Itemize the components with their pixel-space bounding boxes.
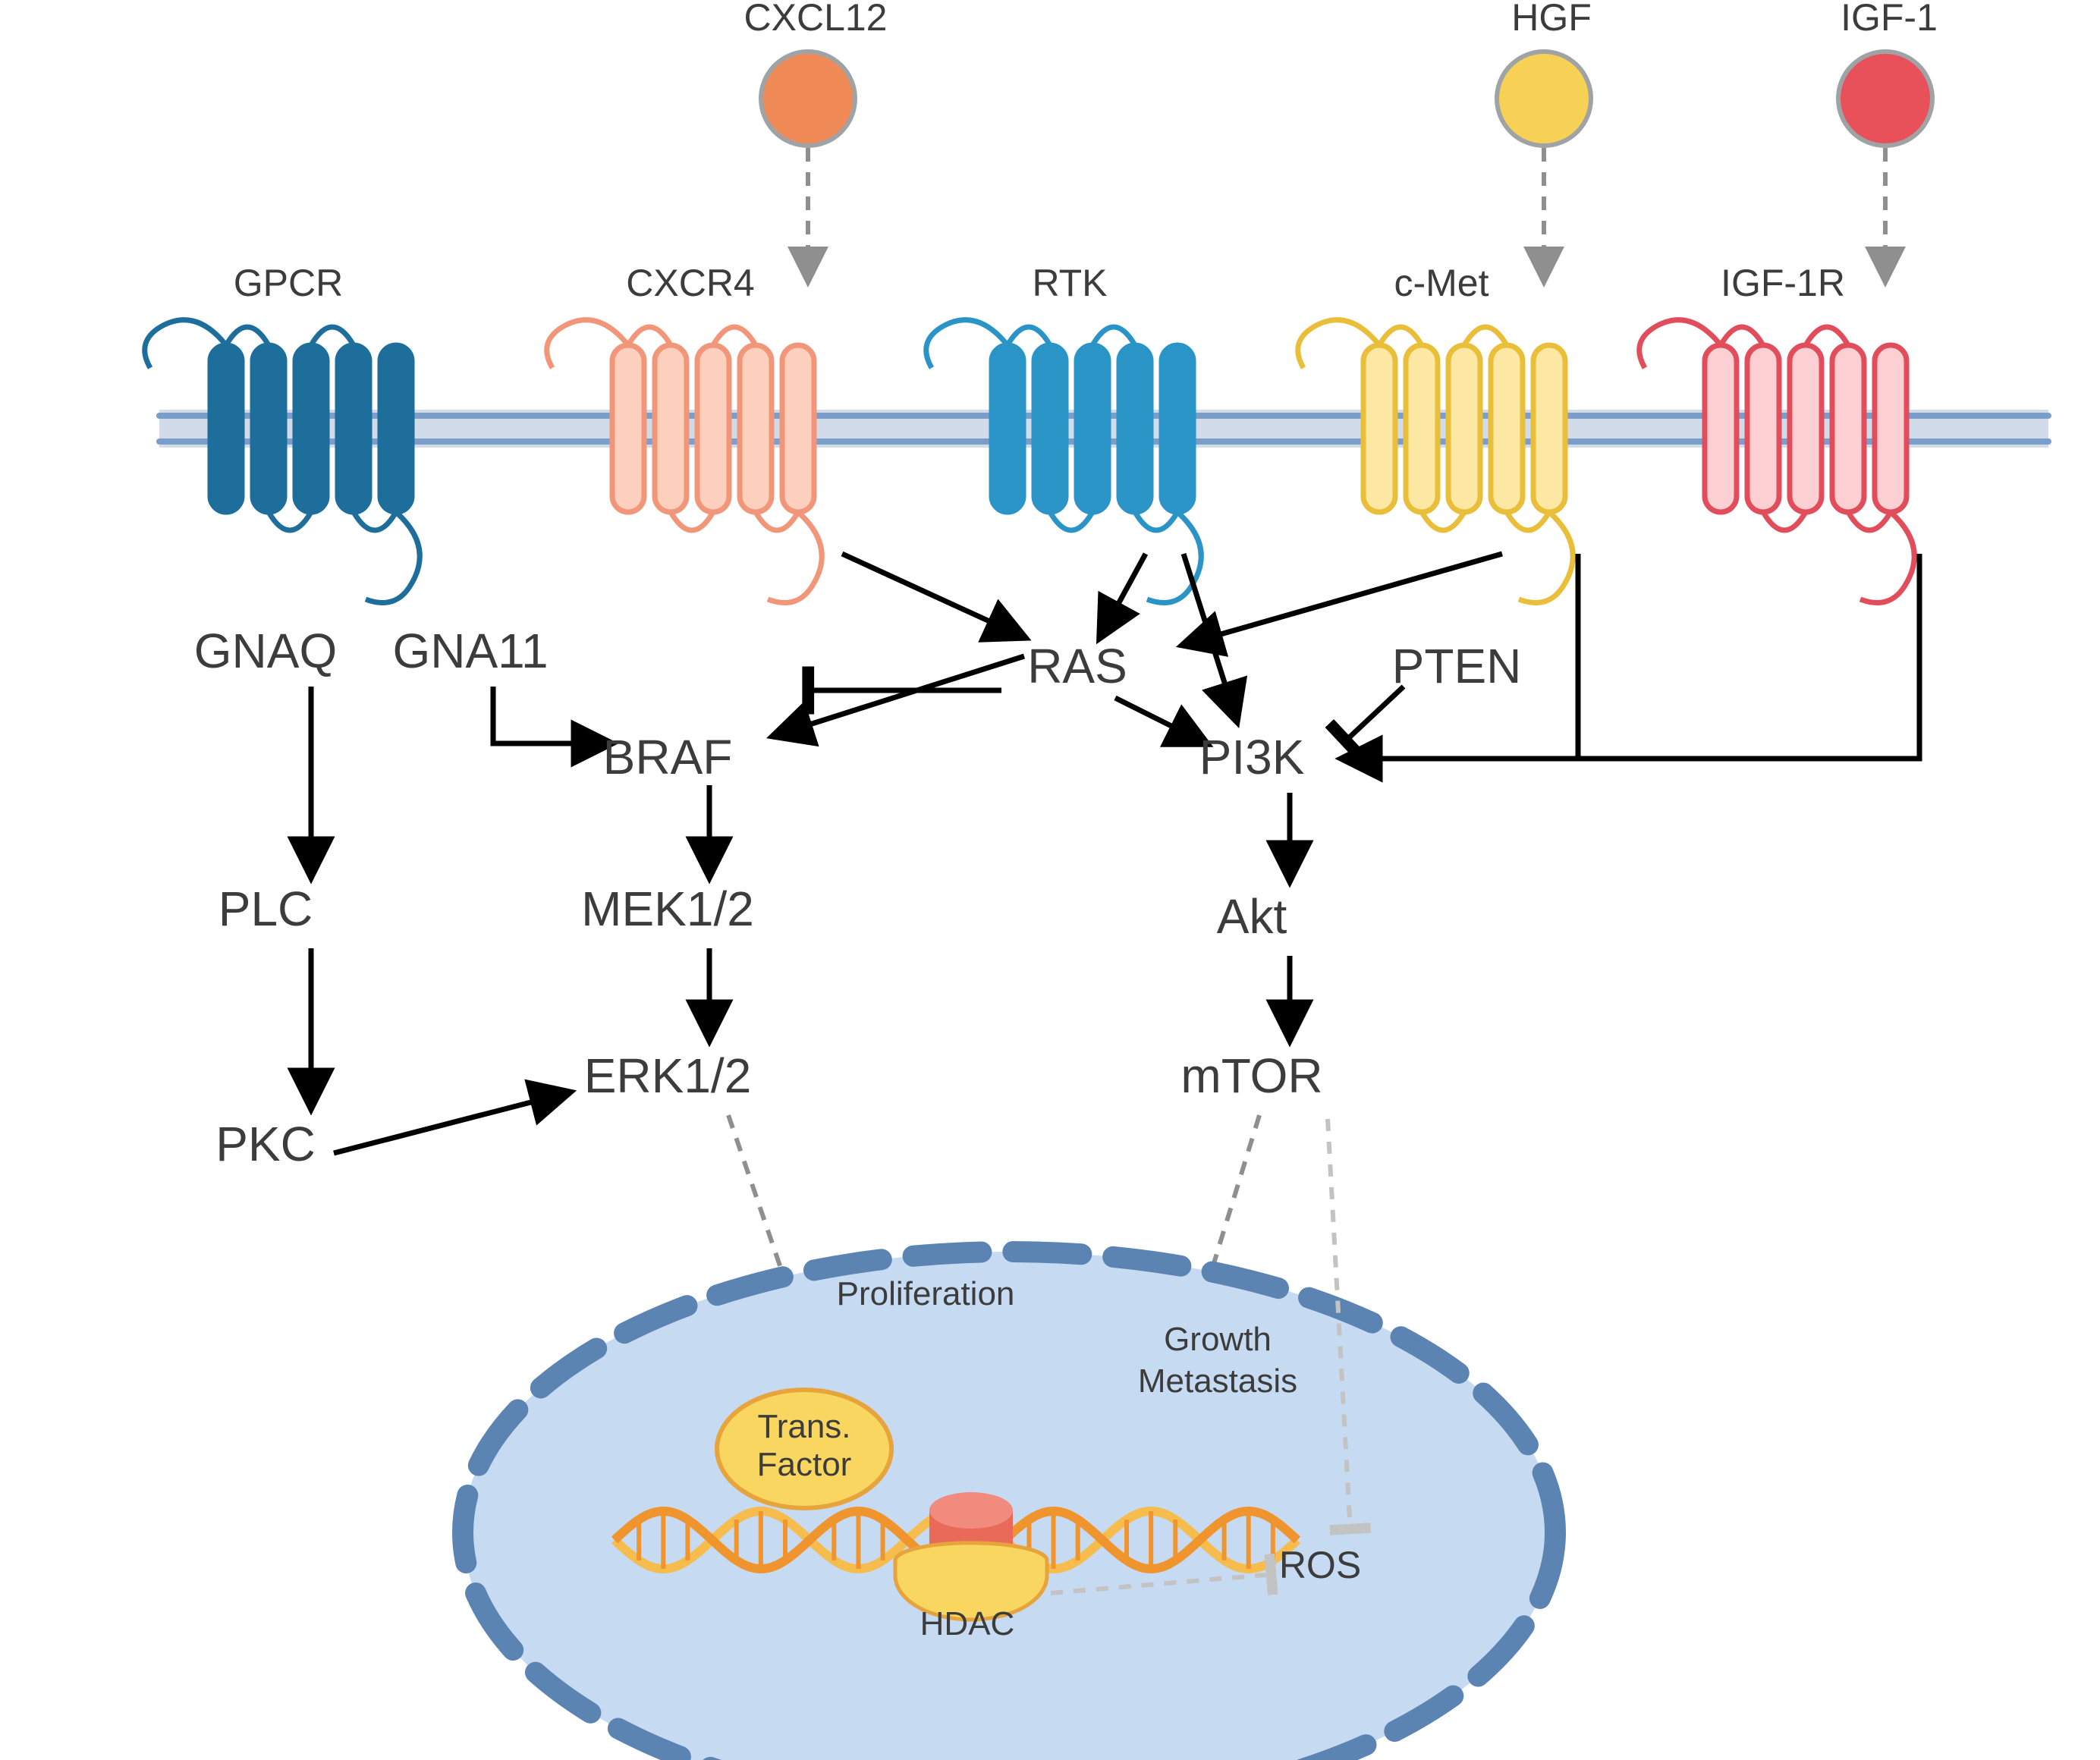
pathway-edge	[1343, 687, 1404, 743]
node-mek: MEK1/2	[581, 882, 754, 936]
pathway-edge	[1184, 554, 1502, 645]
node-tf_top: Trans.	[757, 1408, 850, 1445]
node-tf_bot: Factor	[757, 1446, 852, 1483]
node-ras: RAS	[1027, 639, 1127, 693]
node-hdac: HDAC	[920, 1605, 1015, 1642]
node-pten: PTEN	[1392, 639, 1522, 693]
node-metastasis: Metastasis	[1138, 1362, 1297, 1400]
hgf-label: HGF	[1511, 0, 1592, 39]
pathway-edge	[334, 1092, 569, 1153]
cxcr4-receptor	[547, 320, 822, 603]
pathway-edge	[774, 656, 1024, 736]
igf1r-label: IGF-1R	[1721, 262, 1845, 304]
node-pkc: PKC	[215, 1117, 316, 1171]
rtk-receptor	[926, 320, 1202, 603]
node-proliferation: Proliferation	[837, 1275, 1015, 1312]
cmet-receptor	[1298, 320, 1573, 603]
cxcl12-label: CXCL12	[744, 0, 888, 39]
node-plc: PLC	[218, 882, 313, 936]
node-mtor: mTOR	[1180, 1048, 1322, 1103]
gpcr-label: GPCR	[234, 262, 343, 304]
pathway-edge	[1115, 698, 1206, 743]
node-braf: BRAF	[603, 730, 733, 784]
igf1r-receptor	[1639, 320, 1915, 603]
node-ros: ROS	[1279, 1544, 1361, 1586]
gpcr-receptor	[145, 320, 420, 603]
node-gna11: GNA11	[392, 624, 548, 678]
cmet-label: c-Met	[1394, 262, 1489, 304]
node-growth: Growth	[1164, 1321, 1272, 1358]
hgf-ligand	[1497, 52, 1591, 146]
cxcl12-ligand	[761, 52, 855, 146]
pathway-edge	[493, 687, 611, 743]
node-erk: ERK1/2	[584, 1048, 752, 1103]
node-gnaq: GNAQ	[194, 624, 337, 678]
rtk-label: RTK	[1032, 262, 1107, 304]
pathway-edge	[842, 554, 1024, 637]
node-akt: Akt	[1217, 889, 1287, 944]
node-pi3k: PI3K	[1199, 730, 1305, 784]
cxcr4-label: CXCR4	[626, 262, 754, 304]
igf1-ligand	[1838, 52, 1932, 146]
igf1-label: IGF-1	[1841, 0, 1938, 39]
pathway-edge	[1100, 554, 1146, 637]
